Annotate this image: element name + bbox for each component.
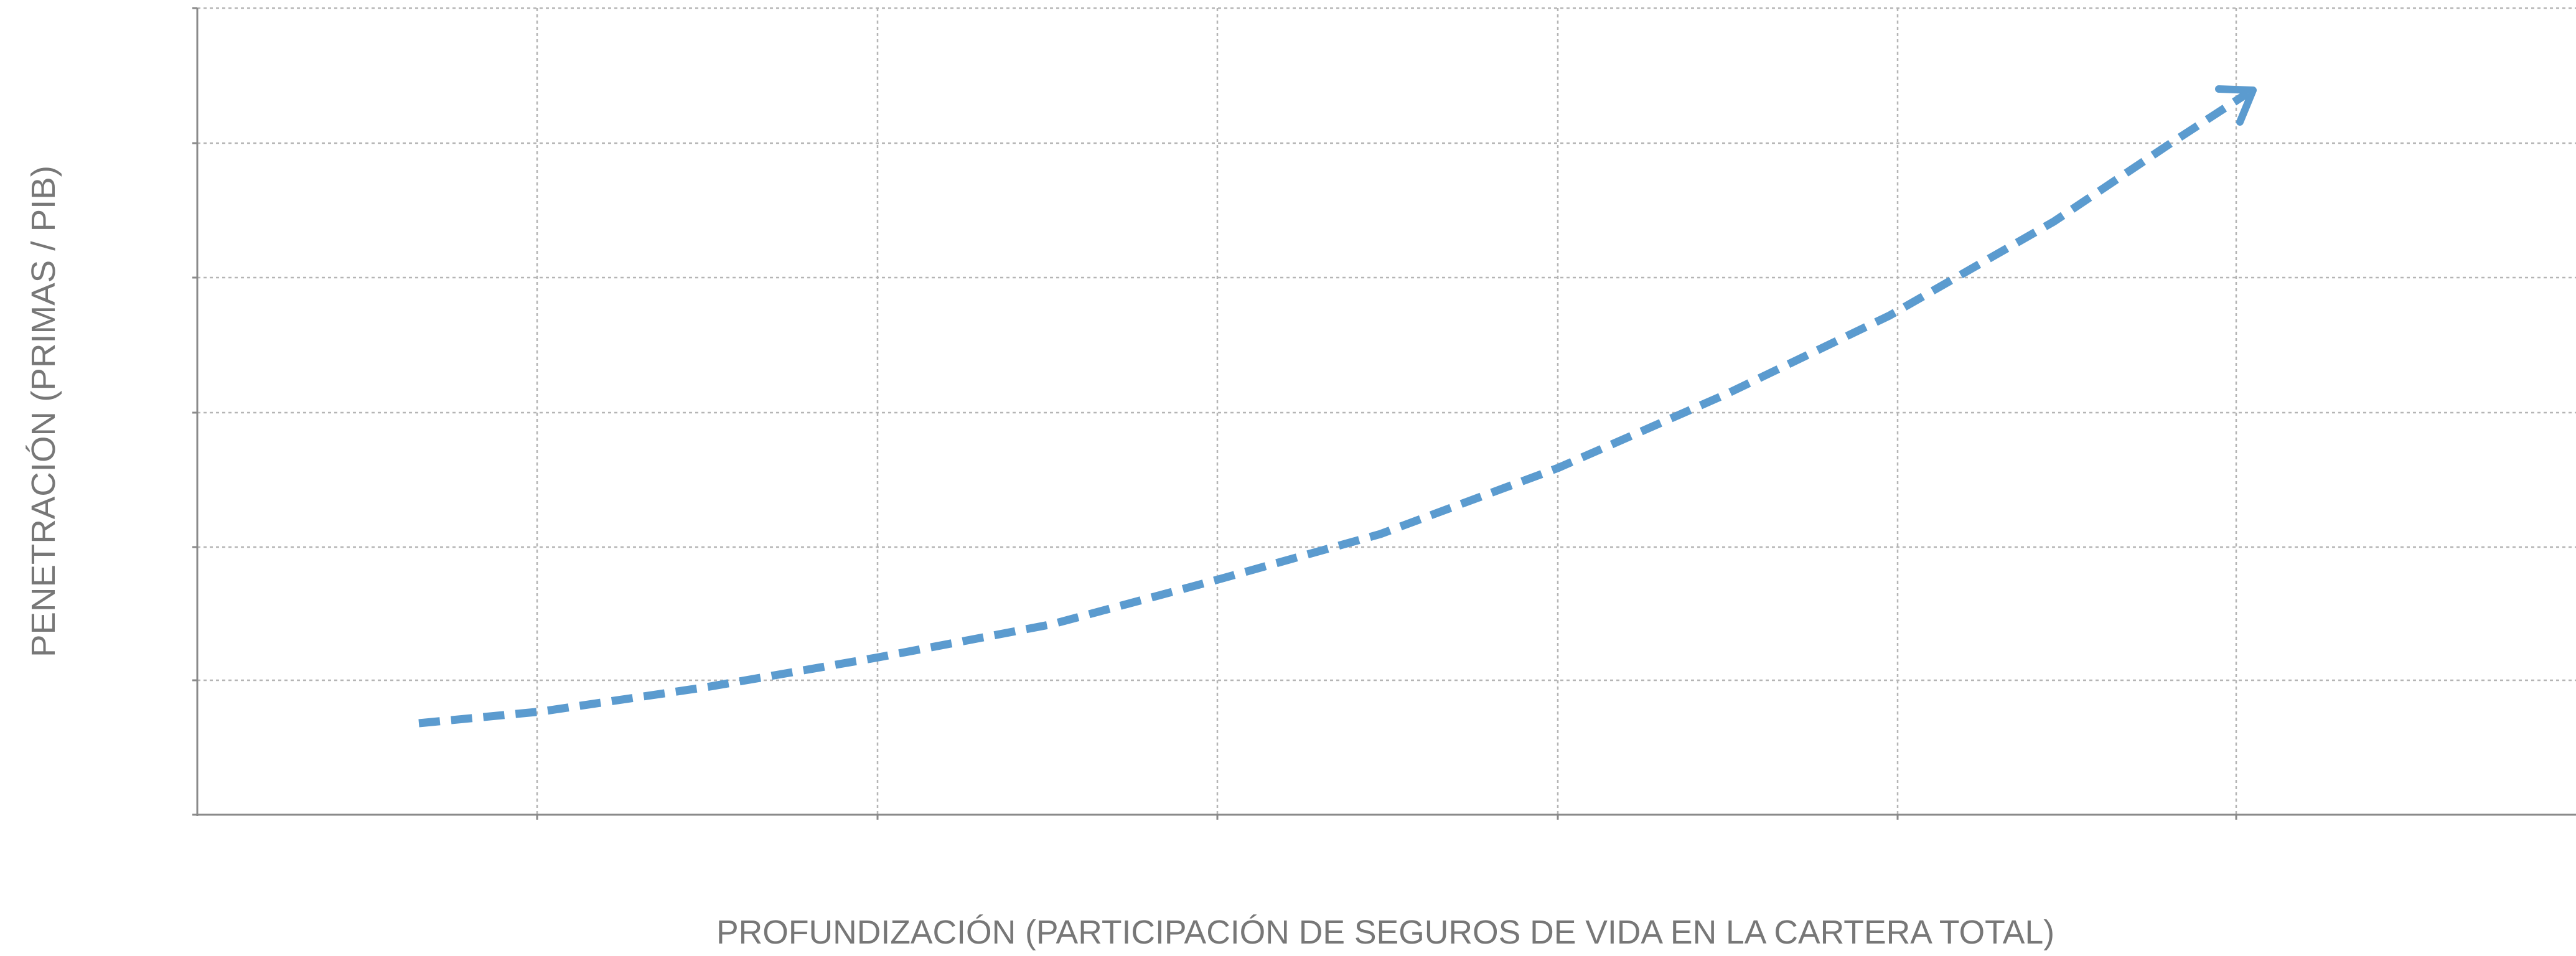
tick-marks <box>192 7 2237 820</box>
axes <box>192 7 2576 820</box>
grid <box>197 7 2576 815</box>
y-axis-label: PENETRACIÓN (PRIMAS / PIB) <box>25 166 62 657</box>
arrow-head <box>2215 85 2257 126</box>
x-axis-label: PROFUNDIZACIÓN (PARTICIPACIÓN DE SEGUROS… <box>716 914 2054 951</box>
trend-arrow <box>418 90 2250 728</box>
